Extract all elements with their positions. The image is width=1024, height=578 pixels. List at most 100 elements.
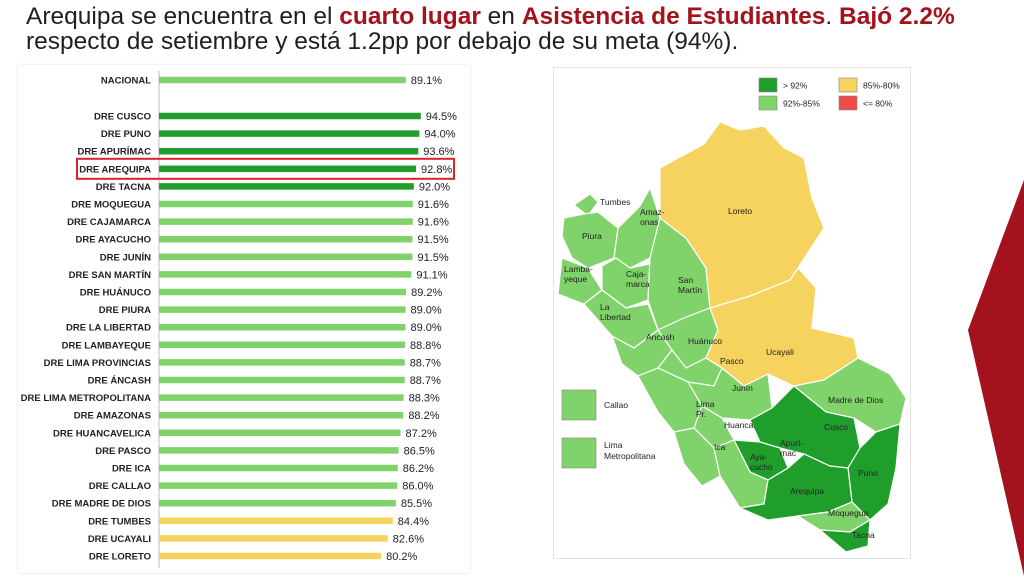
bar-chart: NACIONAL 89.1% DRE CUSCO 94.5% DRE PUNO 94.0%…	[21, 71, 457, 568]
value-label: 89.0%	[411, 305, 442, 317]
value-label: 88.7%	[410, 375, 441, 387]
bar-dre-apurimac	[159, 147, 419, 155]
region-label-san-martin: San Martín	[678, 275, 702, 295]
title-line-2: respecto de setiembre y está 1.2pp por d…	[26, 28, 739, 55]
region-label-amaz-onas: Amaz-onas	[640, 207, 665, 227]
bar-dre-piura	[159, 306, 406, 313]
category-label: DRE CAJAMARCA	[67, 217, 151, 228]
region-label-cusco: Cusco	[824, 422, 848, 432]
region-label-ucayali: Ucayali	[766, 347, 794, 357]
region-label-madre-de-dios: Madre de Dios	[828, 395, 883, 405]
value-label: 92.8%	[421, 164, 452, 176]
value-label: 94.0%	[424, 129, 455, 141]
bar-dre-cusco	[159, 112, 421, 120]
bar-dre-junin	[159, 253, 413, 261]
highlight-box	[76, 157, 455, 180]
value-label: 91.6%	[418, 217, 449, 229]
bar-dre-moquegua	[159, 200, 413, 208]
region-label-ancash: Ancash	[646, 332, 675, 342]
region-label-la-libertad: La Libertad	[600, 302, 631, 322]
category-label: DRE ICA	[112, 464, 151, 475]
bar-dre-lima-provincias	[159, 359, 405, 366]
category-label: DRE PASCO	[95, 446, 151, 457]
category-label: DRE HUANCAVELICA	[53, 428, 151, 439]
peru-map-panel: Tumbes Piura Lamba-yeque Amaz-onas Caja-marc…	[553, 67, 911, 559]
category-label: DRE TUMBES	[88, 516, 151, 527]
region-label-loreto: Loreto	[728, 206, 752, 216]
region-label-apuri-mac: Apurí-mac	[780, 438, 803, 458]
legend-swatch-high	[758, 77, 778, 93]
box-callao	[561, 389, 597, 421]
category-label: DRE AYACUCHO	[76, 235, 152, 246]
value-label: 89.2%	[411, 287, 442, 299]
category-label: DRE SAN MARTÍN	[69, 270, 151, 281]
value-label: 86.2%	[403, 463, 434, 475]
category-label: DRE MADRE DE DIOS	[52, 499, 151, 510]
legend-label: > 92%	[783, 81, 808, 91]
region-label-huanca: Huanca.	[724, 420, 756, 430]
slide-title: Arequipa se encuentra en el cuarto lugar…	[26, 4, 996, 54]
map-lima-callao-boxes: Callao Lima Metropolitana	[561, 389, 656, 469]
category-label: NACIONAL	[101, 76, 151, 87]
bar-dre-ica	[159, 464, 398, 472]
category-label: DRE JUNÍN	[100, 252, 151, 263]
peru-map: Tumbes Piura Lamba-yeque Amaz-onas Caja-marc…	[557, 77, 907, 553]
title-emphasis-indicator: Asistencia de Estudiantes	[521, 3, 826, 30]
category-label: DRE HUÁNUCO	[80, 288, 151, 299]
map-regions	[557, 121, 907, 553]
bar-nacional	[159, 76, 406, 84]
region-label-tumbes: Tumbes	[600, 197, 630, 207]
bar-dre-callao	[159, 482, 398, 489]
bar-dre-loreto	[159, 552, 382, 560]
value-label: 91.1%	[416, 269, 447, 281]
title-text: .	[825, 3, 840, 30]
bar-dre-amazonas	[159, 411, 404, 419]
region-label-lamba-yeque: Lamba-yeque	[564, 264, 593, 284]
category-label: DRE APURÍMAC	[77, 147, 151, 158]
legend-swatch-critical	[838, 95, 858, 111]
legend-label: 85%-80%	[863, 81, 900, 91]
bar-dre-madre-de-dios	[159, 499, 396, 507]
decorative-red-triangle	[968, 180, 1024, 576]
category-label: DRE LAMBAYEQUE	[62, 340, 151, 351]
value-label: 85.5%	[401, 498, 432, 510]
bar-dre-ucayali	[159, 535, 388, 542]
bar-dre-pasco	[159, 447, 399, 454]
value-label: 88.8%	[410, 340, 441, 352]
legend-label: 92%-85%	[783, 99, 820, 109]
value-label: 86.0%	[402, 481, 433, 493]
region-label-piura: Piura	[582, 231, 602, 241]
box-label-callao: Callao	[604, 400, 628, 410]
category-label: DRE LA LIBERTAD	[66, 323, 151, 334]
box-lima-metropolitana	[561, 437, 597, 469]
region-label-arequipa: Arequipa	[790, 486, 824, 496]
region-label-puno: Puno	[858, 468, 878, 478]
category-label: DRE AMAZONAS	[74, 411, 151, 422]
category-label: DRE MOQUEGUA	[71, 200, 151, 211]
title-text: en	[480, 3, 522, 30]
value-label: 88.7%	[410, 357, 441, 369]
category-label: DRE PIURA	[99, 305, 151, 316]
value-label: 91.6%	[418, 199, 449, 211]
map-legend: > 92% 85%-80% 92%-85% <= 80%	[758, 77, 900, 111]
category-label: DRE LORETO	[89, 552, 151, 563]
region-arequipa	[737, 453, 853, 521]
value-label: 94.5%	[426, 111, 457, 123]
value-label: 91.5%	[417, 234, 448, 246]
value-label: 80.2%	[386, 551, 417, 563]
bar-dre-cajamarca	[159, 218, 413, 225]
category-label: DRE CALLAO	[89, 481, 151, 492]
region-label-tacna: Tacna	[852, 530, 875, 540]
bar-dre-arequipa	[159, 165, 417, 173]
region-label-junin: Junín	[732, 383, 753, 393]
red-wedge	[968, 180, 1024, 576]
value-label: 87.2%	[406, 428, 437, 440]
title-line-1: Arequipa se encuentra en el cuarto lugar…	[26, 4, 996, 29]
bar-dre-ayacucho	[159, 235, 413, 243]
value-label: 89.0%	[411, 322, 442, 334]
region-label-caja-marca: Caja-marca	[626, 269, 650, 289]
bar-dre-lambayeque	[159, 341, 405, 349]
value-label: 86.5%	[404, 445, 435, 457]
legend-swatch-low	[838, 77, 858, 93]
region-label-huanuco: Huánuco	[688, 336, 722, 346]
